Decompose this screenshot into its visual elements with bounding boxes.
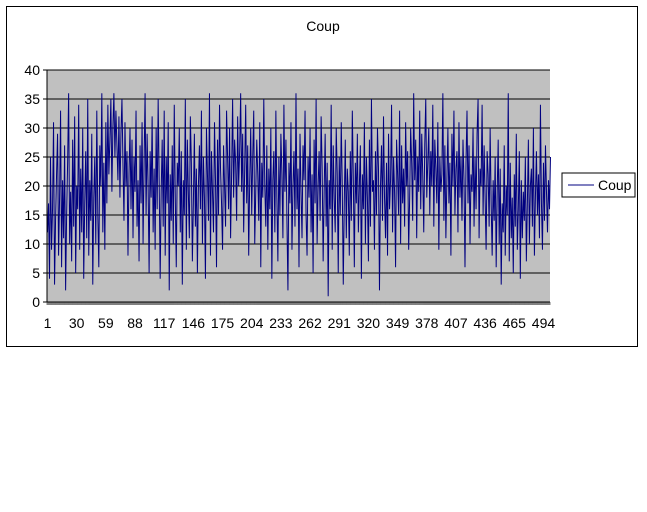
x-tick-label: 117 [153, 315, 176, 331]
x-tick-label: 291 [328, 315, 352, 331]
x-tick-label: 146 [182, 315, 206, 331]
chart-area: Coup 0 5 10 15 20 25 30 35 40 1 30 59 88 117 146 175 204… [6, 6, 638, 347]
y-tick-label: 5 [32, 265, 40, 281]
x-tick-label: 349 [386, 315, 410, 331]
y-tick-label: 15 [24, 207, 40, 223]
x-tick-label: 407 [444, 315, 468, 331]
chart-title: Coup [306, 18, 340, 34]
y-tick-label: 35 [24, 91, 40, 107]
x-tick-label: 1 [44, 315, 52, 331]
x-tick-label: 465 [503, 315, 527, 331]
y-tick-label: 10 [24, 236, 40, 252]
y-tick-label: 25 [24, 149, 40, 165]
x-tick-label: 494 [532, 315, 556, 331]
y-tick-label: 40 [24, 62, 40, 78]
legend-label: Coup [598, 177, 632, 193]
x-tick-label: 320 [357, 315, 381, 331]
x-tick-label: 30 [69, 315, 85, 331]
x-tick-label: 204 [240, 315, 264, 331]
y-tick-label: 30 [24, 120, 40, 136]
x-tick-label: 378 [415, 315, 439, 331]
y-tick-label: 0 [32, 294, 40, 310]
series-line-coup [47, 93, 551, 297]
x-tick-label: 88 [127, 315, 143, 331]
chart-canvas: Coup 0 5 10 15 20 25 30 35 40 1 30 59 88 117 146 175 204… [24, 18, 636, 331]
legend-box [561, 172, 636, 198]
x-tick-label: 59 [98, 315, 114, 331]
x-tick-label: 175 [211, 315, 235, 331]
x-tick-label: 436 [473, 315, 497, 331]
x-tick-label: 262 [298, 315, 322, 331]
x-tick-label: 233 [269, 315, 293, 331]
y-tick-label: 20 [24, 178, 40, 194]
